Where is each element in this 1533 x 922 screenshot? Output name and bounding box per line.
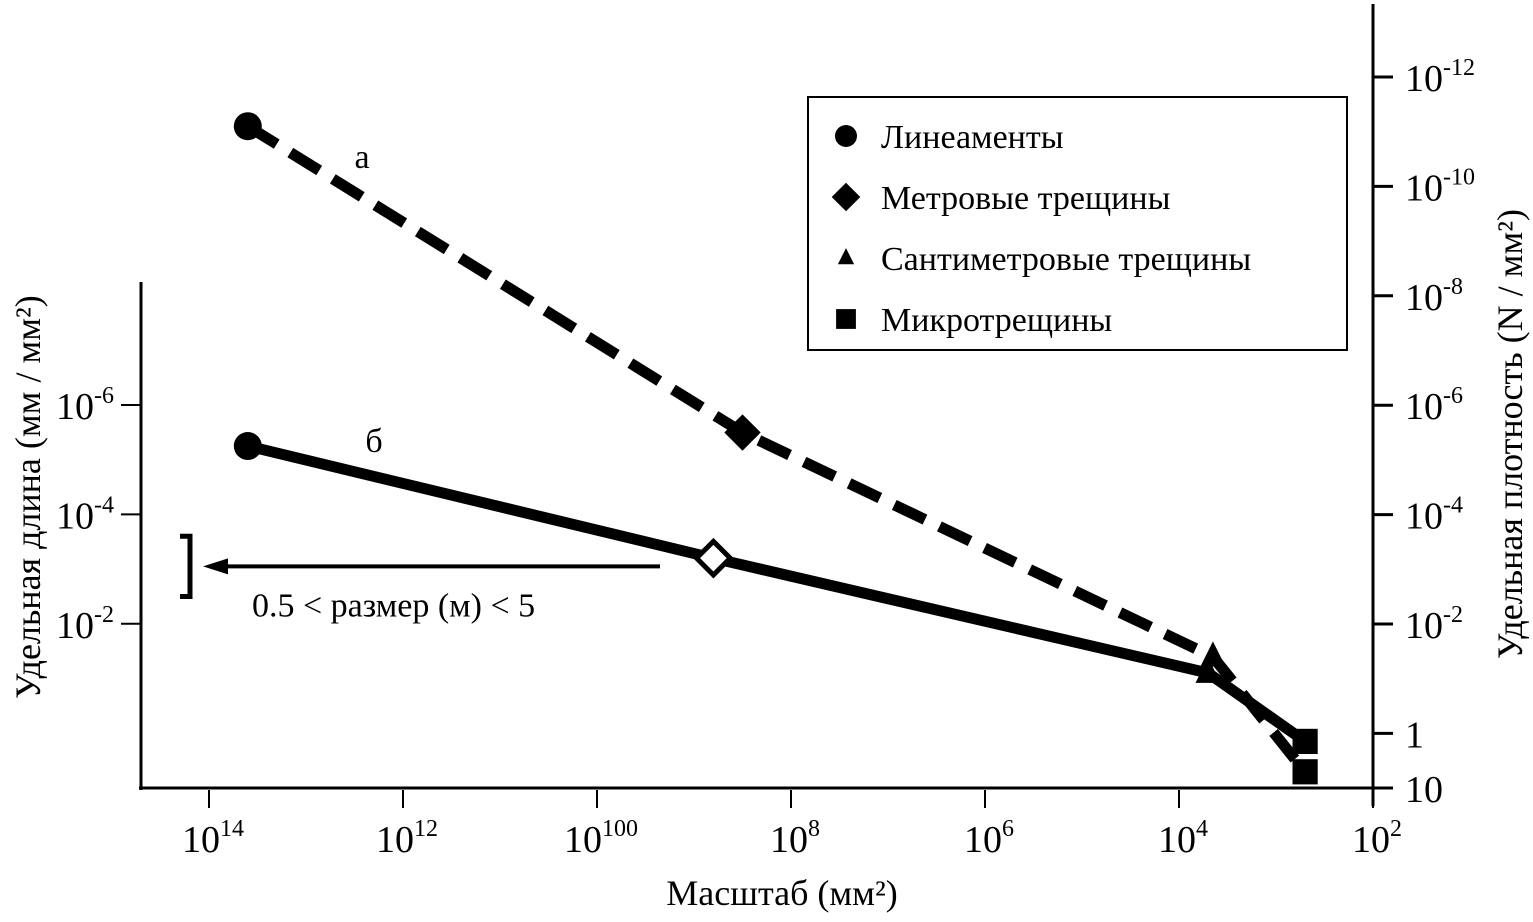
arrow-head — [203, 558, 228, 575]
tick-base: 10 — [564, 819, 602, 861]
tick-exponent: 4 — [1196, 816, 1208, 842]
x-tick-label: 1012 — [376, 816, 438, 861]
tick-base: 10 — [1405, 277, 1443, 319]
marker-diamond-open — [693, 537, 734, 579]
tick-base: 10 — [1405, 769, 1443, 811]
y-left-axis-title: Удельная длина (мм / мм²) — [8, 295, 48, 699]
tick-exponent: -6 — [94, 383, 114, 409]
y-right-tick-label: 10-8 — [1405, 274, 1463, 319]
legend-item: Сантиметровые трещины — [837, 241, 1251, 278]
x-tick-label: 1014 — [182, 816, 244, 861]
tick-exponent: 2 — [1390, 816, 1402, 842]
marker-triangle — [1195, 657, 1221, 683]
y-right-tick-label: 10 — [1405, 769, 1443, 811]
y-right-tick-label: 1 — [1405, 714, 1424, 756]
tick-exponent: -2 — [1443, 602, 1463, 628]
legend-box — [807, 96, 1348, 351]
y-right-tick-label: 10-10 — [1405, 164, 1475, 209]
marker-triangle — [1200, 641, 1226, 667]
tick-exponent: -4 — [94, 492, 114, 518]
tick-base: 10 — [376, 819, 414, 861]
marker-circle — [233, 112, 262, 141]
range-annotation-text: 0.5 < размер (м) < 5 — [252, 587, 535, 624]
tick-base: 10 — [1158, 819, 1196, 861]
tick-base: 10 — [1405, 58, 1443, 100]
legend-label: Метровые трещины — [881, 180, 1171, 217]
y-left-tick-label: 10-2 — [56, 602, 114, 647]
marker-square — [1292, 759, 1318, 785]
x-tick-label: 106 — [964, 816, 1014, 861]
range-bracket — [180, 533, 193, 599]
y-left-tick-label: 10-6 — [56, 383, 114, 428]
marker-diamond — [831, 182, 861, 212]
legend-item: Линеаменты — [835, 119, 1064, 156]
tick-base: 10 — [1352, 819, 1390, 861]
series: аб — [233, 112, 1318, 785]
legend-item: Метровые трещины — [831, 180, 1171, 217]
legend-label: Линеаменты — [881, 119, 1064, 156]
tick-exponent: -2 — [94, 602, 114, 628]
tick-exponent: 100 — [602, 816, 638, 842]
y-right-tick-label: 10-2 — [1405, 602, 1463, 647]
marker-square — [1292, 728, 1318, 755]
legend-item: Микротрещины — [836, 302, 1112, 339]
y-right-axis-title: Удельная плотность (N / мм²) — [1490, 209, 1530, 659]
marker-diamond — [724, 414, 761, 451]
tick-base: 10 — [182, 819, 220, 861]
tick-exponent: -4 — [1443, 493, 1463, 519]
legend-label: Сантиметровые трещины — [881, 241, 1251, 278]
tick-base: 10 — [964, 819, 1002, 861]
tick-exponent: -8 — [1443, 274, 1463, 300]
x-tick-label: 102 — [1352, 816, 1402, 861]
tick-exponent: -10 — [1443, 164, 1475, 190]
series-line — [246, 440, 1309, 746]
x-tick-label: 108 — [770, 816, 820, 861]
x-tick-label: 10100 — [564, 816, 638, 861]
tick-exponent: 8 — [808, 816, 820, 842]
marker-circle — [835, 125, 857, 147]
tick-base: 10 — [56, 495, 94, 537]
tick-base: 10 — [1405, 496, 1443, 538]
tick-base: 10 — [1405, 167, 1443, 209]
marker-circle — [233, 432, 262, 461]
tick-base: 10 — [1405, 605, 1443, 647]
tick-base: 10 — [770, 819, 808, 861]
legend: Линеаменты Метровые трещины Сантиметровые … — [807, 96, 1348, 351]
tick-exponent: 14 — [220, 816, 244, 842]
series-label: а — [354, 139, 369, 176]
marker-square — [836, 309, 856, 329]
ticks: 1014 1012 10100 108 106 104 10210-610-410-210-… — [56, 55, 1475, 861]
tick-base: 1 — [1405, 714, 1424, 756]
y-right-tick-label: 10-4 — [1405, 493, 1463, 538]
series-b: б — [233, 423, 1318, 755]
axis-labels: Масштаб (мм²) Удельная длина (мм / мм²) Уд… — [8, 209, 1530, 913]
annotation: 0.5 < размер (м) < 5 — [180, 533, 660, 624]
x-tick-label: 104 — [1158, 816, 1208, 861]
tick-base: 10 — [56, 386, 94, 428]
legend-label: Микротрещины — [881, 302, 1112, 339]
tick-exponent: -12 — [1443, 55, 1475, 81]
y-right-tick-label: 10-12 — [1405, 55, 1475, 100]
y-right-tick-label: 10-6 — [1405, 383, 1463, 428]
tick-base: 10 — [1405, 386, 1443, 428]
tick-exponent: 12 — [414, 816, 438, 842]
tick-exponent: -6 — [1443, 383, 1463, 409]
marker-triangle — [837, 248, 855, 265]
y-left-tick-label: 10-4 — [56, 492, 114, 537]
x-axis-title: Масштаб (мм²) — [666, 873, 898, 913]
series-label: б — [365, 423, 382, 460]
tick-exponent: 6 — [1002, 816, 1014, 842]
tick-base: 10 — [56, 605, 94, 647]
